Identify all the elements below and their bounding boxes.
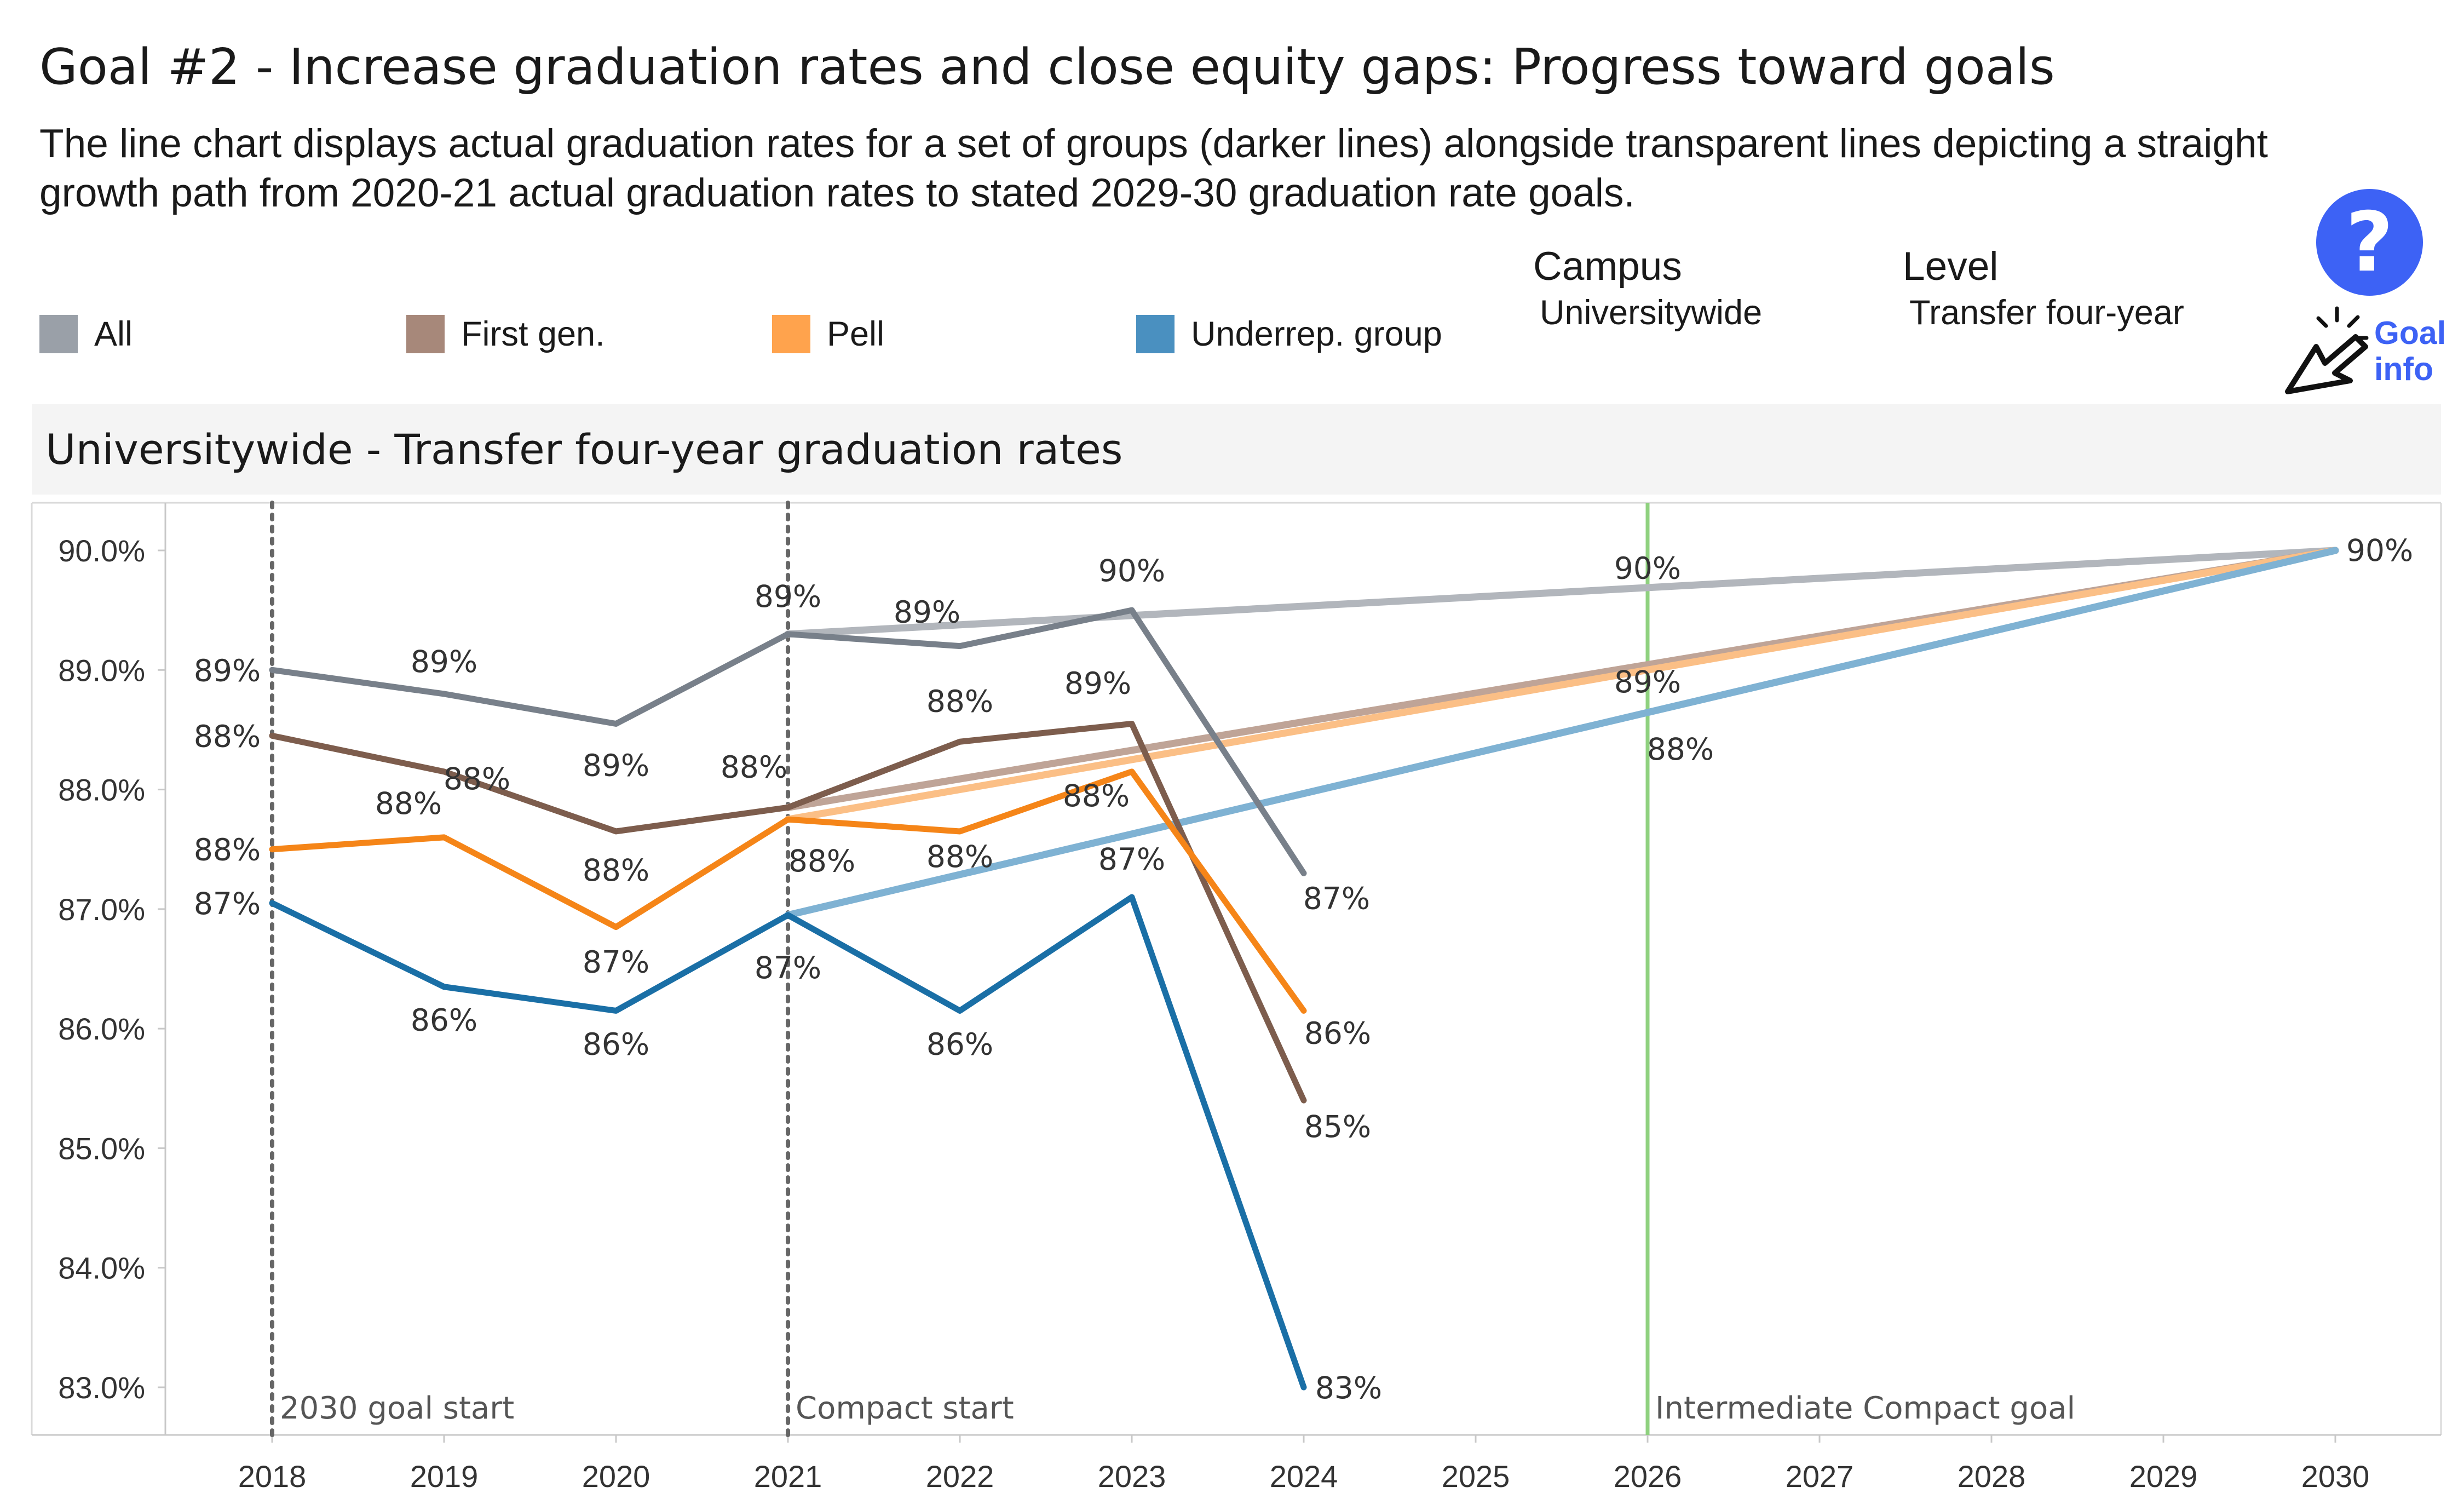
legend-item-underrep-group[interactable]: Underrep. group <box>1136 312 1442 356</box>
data-label: 86% <box>926 1026 993 1061</box>
x-tick-label: 2030 <box>2301 1459 2370 1493</box>
legend-label-pell: Pell <box>827 315 885 353</box>
data-label: 87% <box>1303 881 1370 916</box>
intermediate-goal-label: 90% <box>1614 550 1681 585</box>
y-tick-label: 83.0% <box>58 1370 145 1405</box>
y-tick-label: 89.0% <box>58 653 145 687</box>
legend-label-first-gen: First gen. <box>461 315 605 353</box>
x-tick-label: 2018 <box>238 1459 307 1493</box>
data-label: 88% <box>926 684 993 719</box>
intermediate-goal-label: 89% <box>1614 664 1681 699</box>
data-label: 89% <box>583 748 649 783</box>
series-line <box>269 894 1307 1391</box>
cursor-click-icon <box>2285 306 2369 394</box>
x-tick-label: 2020 <box>582 1459 650 1493</box>
data-label: 89% <box>755 579 821 614</box>
data-label: 87% <box>583 945 649 980</box>
reference-line-label: 2030 goal start <box>280 1391 514 1426</box>
goal-info-label: Goal info <box>2374 315 2446 387</box>
reference-line-label: Compact start <box>796 1391 1014 1426</box>
level-filter-label: Level <box>1903 244 1999 289</box>
data-label: 86% <box>583 1026 649 1061</box>
legend-item-all[interactable]: All <box>39 312 133 356</box>
x-tick-label: 2026 <box>1614 1459 1682 1493</box>
help-button[interactable]: ? <box>2316 189 2423 296</box>
reference-line-label: Intermediate Compact goal <box>1655 1391 2075 1426</box>
legend-swatch-pell <box>772 315 810 353</box>
x-tick-label: 2022 <box>926 1459 994 1493</box>
data-label: 88% <box>194 832 261 868</box>
legend-swatch-first-gen <box>406 315 445 353</box>
legend-swatch-underrep-group <box>1136 315 1175 353</box>
goal-path-line <box>784 547 2339 638</box>
y-tick-label: 84.0% <box>58 1251 145 1285</box>
campus-filter-label: Campus <box>1533 244 1682 289</box>
campus-filter-value[interactable]: Universitywide <box>1540 294 1763 332</box>
x-tick-label: 2019 <box>410 1459 479 1493</box>
goal-end-label: 90% <box>2346 533 2413 568</box>
question-icon: ? <box>2345 194 2393 290</box>
x-tick-label: 2024 <box>1270 1459 1338 1493</box>
x-tick-label: 2029 <box>2129 1459 2198 1493</box>
level-filter-value[interactable]: Transfer four-year <box>1909 294 2184 332</box>
data-label: 83% <box>1315 1370 1382 1405</box>
data-label: 88% <box>375 786 442 821</box>
x-tick-label: 2025 <box>1442 1459 1510 1493</box>
data-label: 89% <box>194 653 261 688</box>
series-line <box>269 721 1307 1104</box>
legend-item-first-gen[interactable]: First gen. <box>406 312 605 356</box>
goal-path-line <box>784 547 2339 919</box>
page-description: The line chart displays actual graduatio… <box>39 122 2268 215</box>
data-label: 89% <box>1064 666 1131 701</box>
intermediate-goal-label: 88% <box>1647 732 1714 767</box>
data-label: 87% <box>194 886 261 921</box>
series-line <box>269 768 1307 1014</box>
data-label: 85% <box>1304 1109 1371 1144</box>
data-label: 89% <box>894 595 960 630</box>
legend-label-all: All <box>94 315 133 353</box>
x-tick-label: 2021 <box>754 1459 822 1493</box>
page-title: Goal #2 - Increase graduation rates and … <box>39 38 2055 96</box>
data-label: 86% <box>411 1003 477 1038</box>
data-label: 88% <box>583 853 649 888</box>
goal-info-button[interactable]: Goal info <box>2272 304 2453 400</box>
data-label: 88% <box>444 761 510 796</box>
x-tick-label: 2028 <box>1958 1459 2026 1493</box>
data-label: 89% <box>411 644 477 679</box>
data-label: 88% <box>721 749 787 784</box>
legend-item-pell[interactable]: Pell <box>772 312 884 356</box>
goal-path-line <box>784 547 2339 823</box>
legend-label-underrep-group: Underrep. group <box>1191 315 1442 353</box>
data-label: 86% <box>1304 1015 1371 1050</box>
y-tick-label: 85.0% <box>58 1131 145 1165</box>
chart-header: Universitywide - Transfer four-year grad… <box>32 404 2441 495</box>
y-tick-label: 86.0% <box>58 1012 145 1046</box>
legend-swatch-all <box>39 315 78 353</box>
x-tick-label: 2027 <box>1786 1459 1854 1493</box>
data-label: 90% <box>1098 553 1165 588</box>
series-line <box>269 607 1307 876</box>
data-label: 87% <box>1098 842 1165 877</box>
data-label: 87% <box>755 950 821 985</box>
x-tick-label: 2023 <box>1098 1459 1166 1493</box>
chart-title: Universitywide - Transfer four-year grad… <box>45 425 1123 474</box>
y-tick-label: 87.0% <box>58 892 145 927</box>
data-label: 88% <box>926 839 993 874</box>
data-label: 88% <box>1063 778 1130 813</box>
data-label: 88% <box>788 843 855 878</box>
data-label: 88% <box>194 719 261 754</box>
y-tick-label: 88.0% <box>58 773 145 807</box>
y-tick-label: 90.0% <box>58 533 145 568</box>
